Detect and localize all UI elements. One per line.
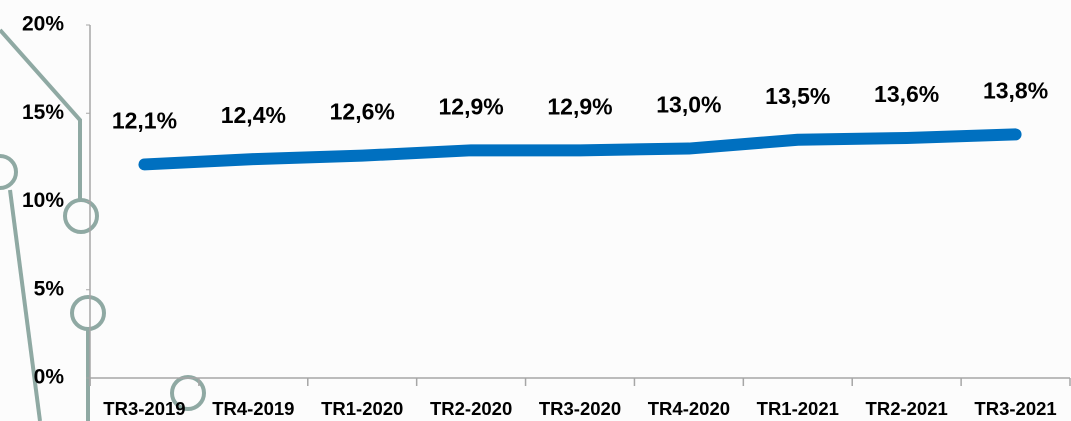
x-tick-label: TR3-2019 xyxy=(103,398,185,419)
x-tick-label: TR2-2021 xyxy=(866,398,948,419)
deco-circle xyxy=(170,375,206,411)
x-tick-label: TR2-2020 xyxy=(430,398,512,419)
series-line xyxy=(138,128,1022,171)
data-label: 12,9% xyxy=(547,93,612,119)
x-tick-label: TR1-2021 xyxy=(757,398,839,419)
data-label: 12,1% xyxy=(112,108,177,134)
deco-circle xyxy=(0,154,18,190)
x-tick-label: TR1-2020 xyxy=(321,398,403,419)
data-label: 13,8% xyxy=(983,78,1048,104)
y-tick-label: 10% xyxy=(22,189,64,212)
data-label: 13,5% xyxy=(765,83,830,109)
deco-line xyxy=(0,28,82,200)
deco-circle xyxy=(63,198,99,234)
data-label: 13,6% xyxy=(874,81,939,107)
y-tick-label: 15% xyxy=(22,101,64,124)
y-tick-label: 5% xyxy=(34,277,65,300)
data-label: 12,4% xyxy=(221,102,286,128)
x-tick-label: TR3-2020 xyxy=(539,398,621,419)
decoration xyxy=(0,28,206,421)
data-label: 12,6% xyxy=(330,99,395,125)
deco-line xyxy=(8,189,42,421)
x-tick-label: TR4-2020 xyxy=(648,398,730,419)
x-tick-label: TR4-2019 xyxy=(212,398,294,419)
y-tick-label: 0% xyxy=(34,366,65,389)
data-label: 12,9% xyxy=(439,93,504,119)
x-tick-label: TR3-2021 xyxy=(974,398,1056,419)
data-label: 13,0% xyxy=(656,92,721,118)
deco-circle xyxy=(70,295,106,331)
y-tick-label: 20% xyxy=(22,13,64,36)
